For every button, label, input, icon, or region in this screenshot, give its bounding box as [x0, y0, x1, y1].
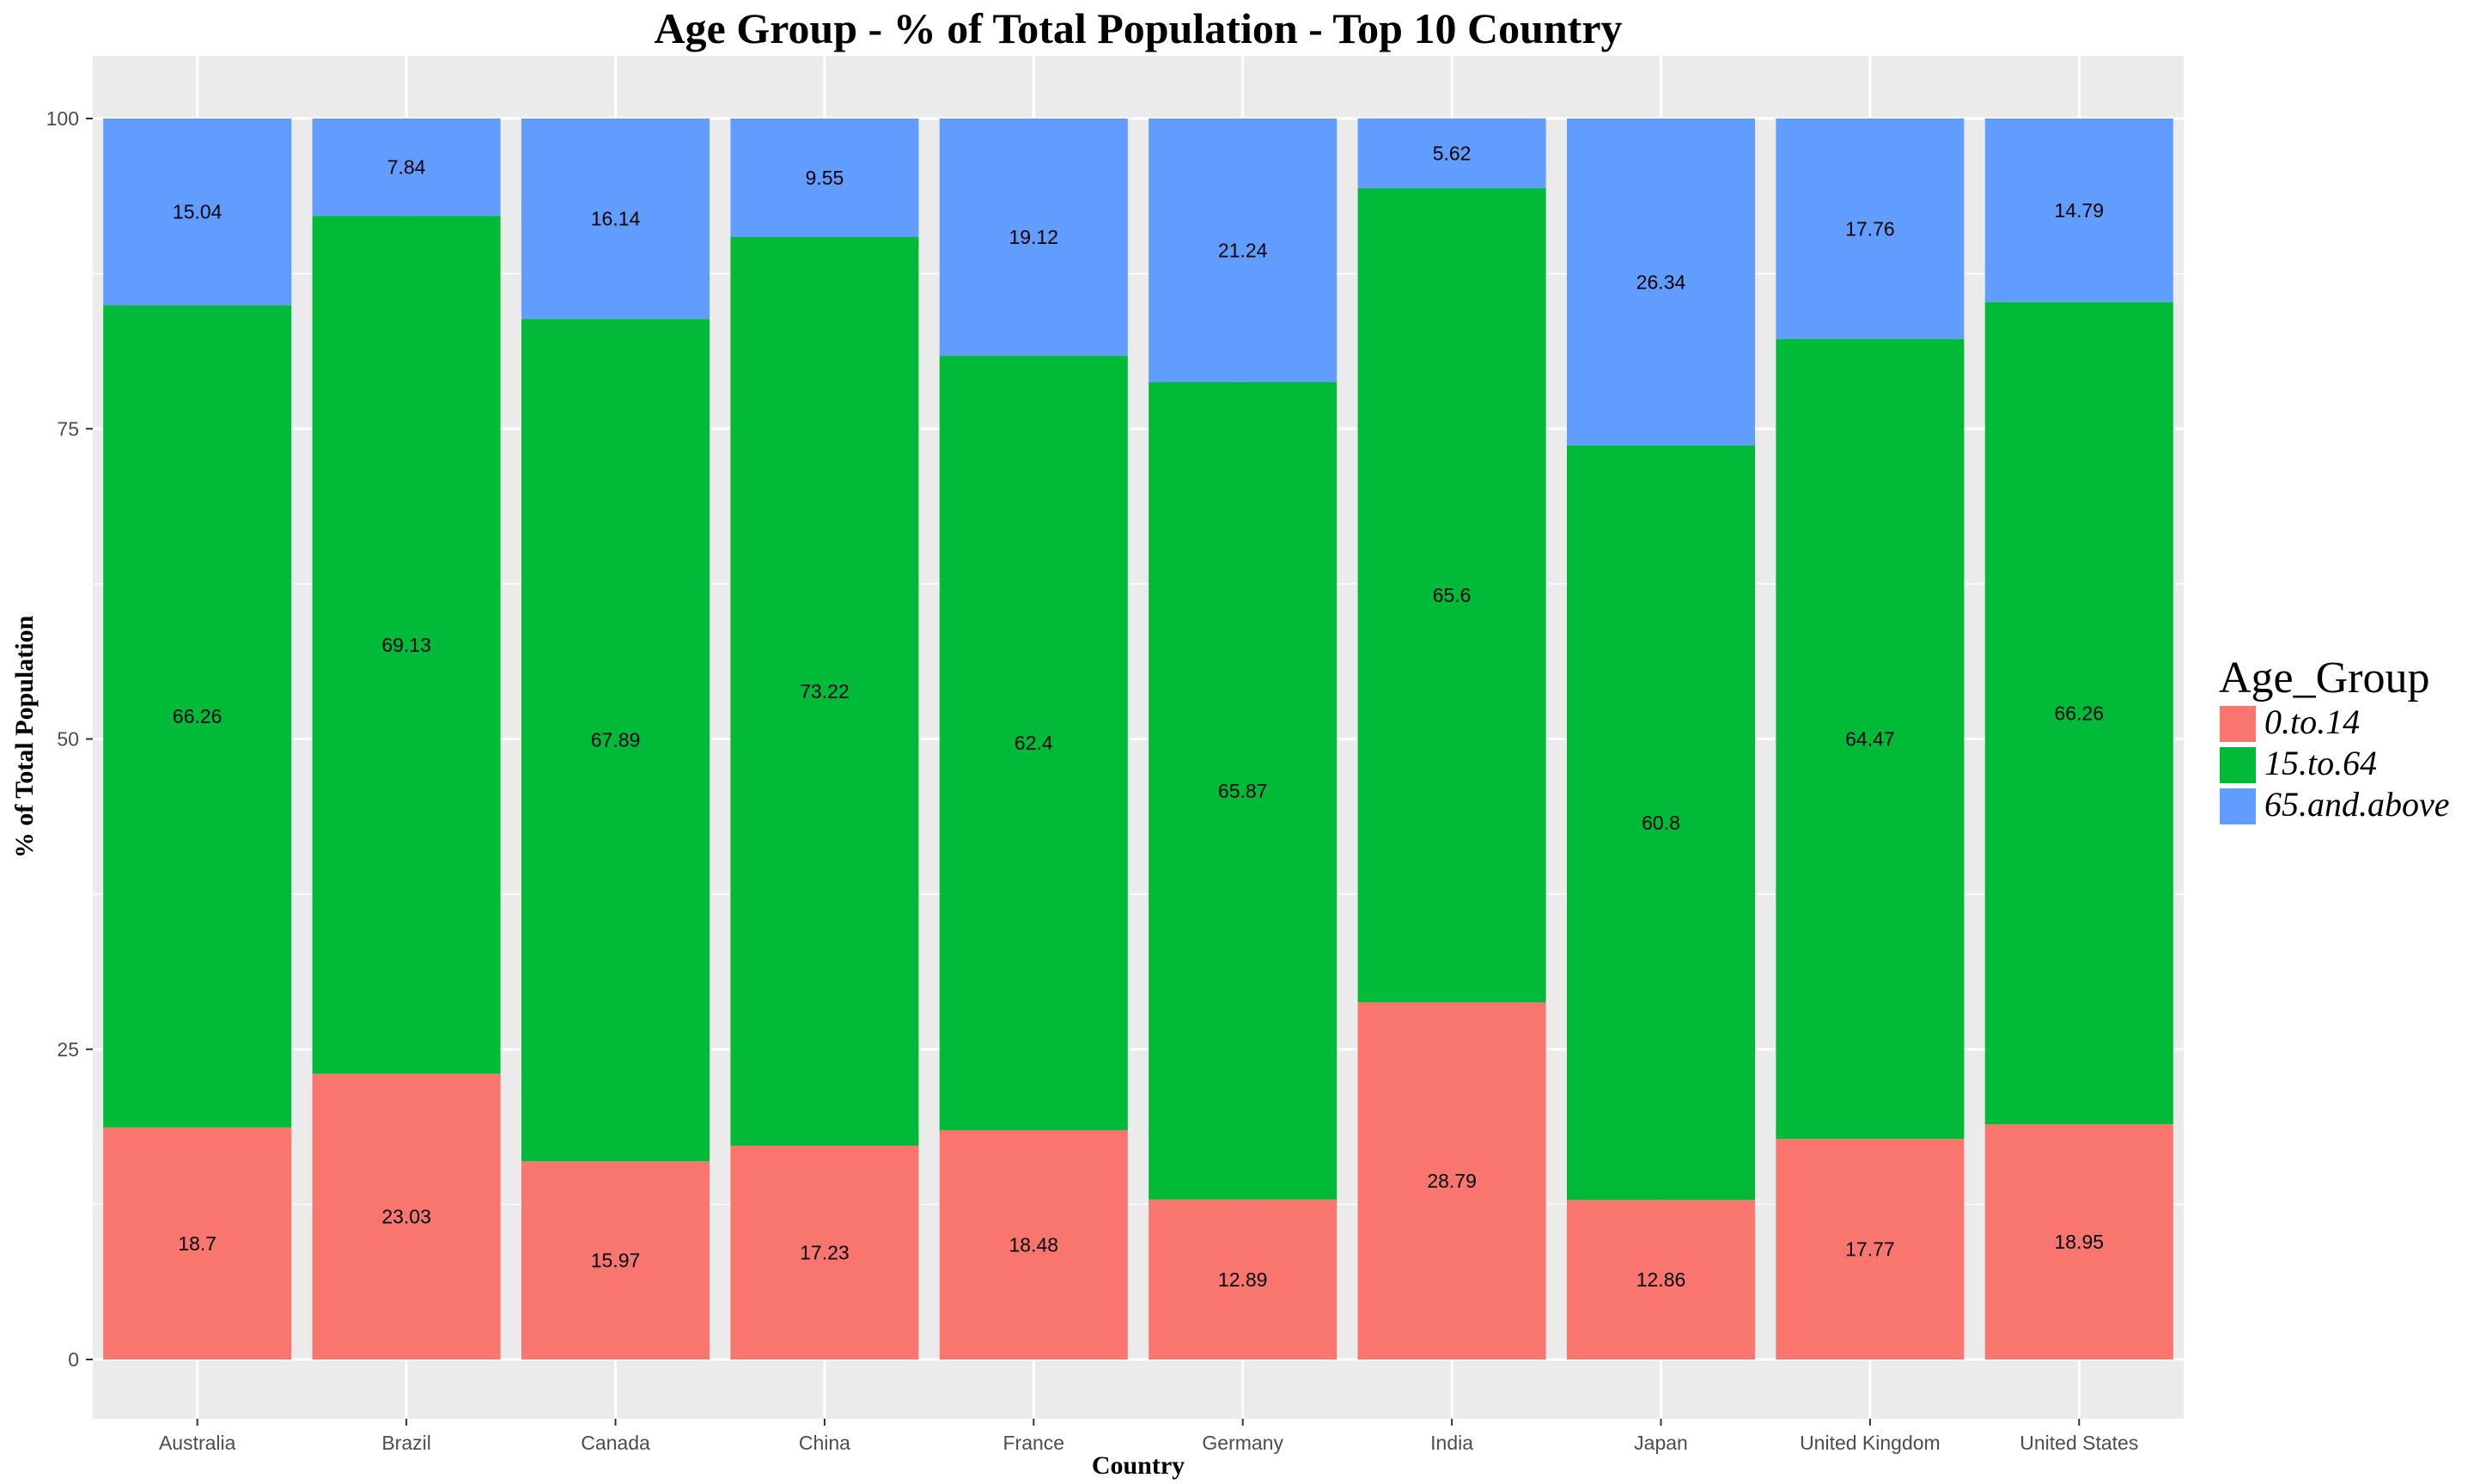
bar-segment: [312, 119, 501, 216]
x-tick-label: Japan: [1634, 1432, 1688, 1454]
legend-key: [2220, 706, 2256, 742]
bar-segment: [1566, 119, 1756, 446]
x-tick-label: Brazil: [381, 1432, 431, 1454]
data-label: 17.76: [1845, 217, 1895, 240]
data-label: 16.14: [591, 208, 641, 230]
data-label: 12.89: [1218, 1268, 1268, 1291]
bar-segment: [103, 119, 292, 306]
x-tick-label: China: [799, 1432, 850, 1454]
data-label: 65.87: [1218, 780, 1268, 802]
bar-segment: [521, 1161, 710, 1359]
data-label: 28.79: [1427, 1170, 1477, 1192]
bar-segment: [1357, 1001, 1546, 1359]
bar-segment: [1149, 381, 1338, 1200]
y-tick-label: 50: [57, 728, 79, 751]
data-label: 67.89: [591, 729, 641, 751]
data-label: 19.12: [1009, 226, 1059, 248]
data-label: 5.62: [1433, 142, 1472, 164]
legend-key: [2220, 747, 2256, 783]
data-label: 18.7: [178, 1232, 216, 1255]
y-axis-title: % of Total Population: [10, 615, 39, 858]
bar-segment: [730, 236, 919, 1146]
data-label: 26.34: [1636, 271, 1686, 293]
bar-segment: [730, 119, 919, 237]
bar-segment: [1357, 118, 1546, 189]
data-label: 66.26: [173, 705, 222, 727]
legend-label: 0.to.14: [2264, 702, 2360, 741]
data-labels: 18.7 66.26 15.04 23.03 69.13 7.84 15.97 67.89 16…: [173, 142, 2104, 1291]
legend-label: 15.to.64: [2264, 744, 2377, 782]
data-label: 60.8: [1642, 812, 1680, 834]
data-label: 62.4: [1015, 732, 1053, 754]
bar-segment: [939, 1129, 1128, 1359]
data-label: 66.26: [2055, 702, 2105, 724]
bar-segment: [1984, 1124, 2173, 1359]
chart-title: Age Group - % of Total Population - Top …: [654, 4, 1622, 52]
data-label: 15.97: [591, 1250, 641, 1272]
y-tick-label: 75: [57, 417, 79, 440]
data-label: 23.03: [381, 1206, 431, 1228]
bar-segment: [1984, 301, 2173, 1125]
bar-segment: [1776, 1139, 1965, 1359]
y-tick-label: 100: [46, 107, 79, 130]
bar-segment: [521, 319, 710, 1162]
y-tick-label: 0: [68, 1348, 79, 1371]
x-tick-label: Australia: [159, 1432, 236, 1454]
data-label: 18.95: [2055, 1231, 2105, 1253]
y-tick-label: 25: [57, 1038, 79, 1061]
data-label: 17.23: [800, 1242, 850, 1264]
bar-segment: [1566, 445, 1756, 1201]
x-tick-label: India: [1430, 1432, 1473, 1454]
data-label: 14.79: [2055, 199, 2105, 222]
bar-segment: [1984, 119, 2173, 302]
bar-segment: [1776, 119, 1965, 339]
x-tick-label: Canada: [581, 1432, 650, 1454]
x-axis: Australia Brazil Canada China France Germany I…: [159, 1419, 2138, 1454]
data-label: 15.04: [173, 201, 222, 223]
bar-segment: [1566, 1200, 1756, 1359]
bar-segment: [1776, 338, 1965, 1140]
bar-segment: [939, 119, 1128, 356]
bar-segment: [1357, 188, 1546, 1002]
x-tick-label: United States: [2020, 1432, 2138, 1454]
data-label: 7.84: [387, 156, 426, 179]
data-label: 9.55: [806, 167, 844, 189]
data-label: 17.77: [1845, 1238, 1895, 1261]
bar-segment: [939, 356, 1128, 1130]
data-label: 73.22: [800, 680, 850, 702]
x-tick-label: France: [1003, 1432, 1065, 1454]
bar-segment: [521, 119, 710, 319]
bar-segment: [312, 1073, 501, 1359]
legend-title: Age_Group: [2219, 654, 2430, 702]
x-tick-label: Germany: [1202, 1432, 1283, 1454]
bar-segment: [1149, 119, 1338, 382]
data-label: 12.86: [1636, 1268, 1686, 1291]
data-label: 18.48: [1009, 1233, 1059, 1256]
bar-segment: [103, 305, 292, 1128]
bar-segment: [312, 216, 501, 1074]
data-label: 64.47: [1845, 727, 1895, 750]
y-axis: 0 25 50 75 100: [46, 107, 93, 1371]
x-tick-label: United Kingdom: [1800, 1432, 1941, 1454]
data-label: 69.13: [381, 634, 431, 656]
bar-segment: [1149, 1199, 1338, 1359]
legend-label: 65.and.above: [2264, 785, 2450, 824]
data-label: 65.6: [1433, 584, 1472, 606]
bars: [103, 118, 2173, 1359]
bar-segment: [730, 1146, 919, 1359]
bar-segment: [103, 1127, 292, 1359]
data-label: 21.24: [1218, 239, 1268, 261]
legend-key: [2220, 788, 2256, 824]
x-axis-title: Country: [1092, 1451, 1185, 1480]
